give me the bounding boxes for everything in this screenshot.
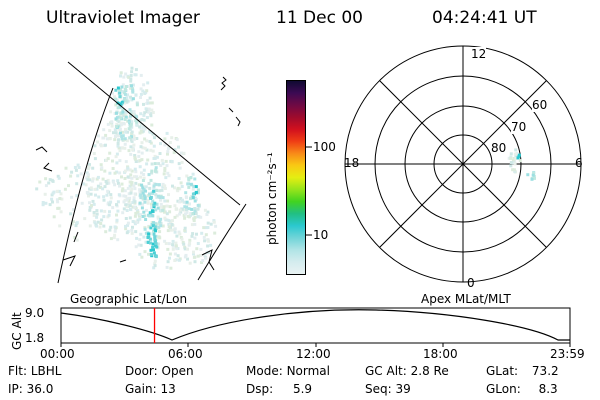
glat-value: 73.2 (531, 364, 559, 378)
timeline-x-tick-2: 12:00 (296, 347, 331, 361)
mode-info: Mode: Normal (246, 364, 330, 378)
altitude-curve (60, 309, 570, 341)
gain-value: 13 (160, 382, 176, 396)
timeline-y-axis-label: GC Alt (10, 312, 24, 350)
glat-info: GLat: 73.2 (486, 364, 559, 378)
mlt-label-0: 0 (467, 276, 475, 290)
glon-info: GLon: 8.3 (486, 382, 558, 396)
auroral-emission-pixels (35, 66, 218, 270)
instrument-title: Ultraviolet Imager (46, 8, 200, 28)
longitude-arc (197, 203, 247, 281)
dsp-info: Dsp: 5.9 (246, 382, 313, 396)
polar-diagonal-1 (379, 80, 547, 248)
mlt-label-18: 18 (344, 156, 360, 170)
ip-info: IP: 36.0 (8, 382, 54, 396)
mlt-label-6: 6 (575, 156, 583, 170)
polar-emission-pixels (507, 148, 536, 181)
door-value: Open (161, 364, 194, 378)
lat-label-80: 80 (491, 141, 507, 155)
timeline-frame (60, 307, 571, 344)
colorbar-units-label: photon cm⁻²s⁻¹ (265, 152, 279, 245)
lat-label-60: 60 (532, 98, 548, 112)
gain-info: Gain: 13 (125, 382, 176, 396)
dsp-value: 5.9 (292, 382, 313, 396)
gc-alt-info: GC Alt: 2.8 Re (365, 364, 449, 378)
colorbar (286, 80, 306, 275)
timeline-x-tick-0: 00:00 (40, 347, 75, 361)
latitude-arc (57, 87, 114, 284)
polar-ring-50 (344, 45, 582, 283)
coastline-fragments (35, 76, 241, 271)
time-label: 04:24:41 UT (432, 8, 537, 28)
longitude-line (67, 61, 241, 206)
filter-info: Flt: LBHL (8, 364, 62, 378)
seq-value: 39 (395, 382, 411, 396)
timeline-x-tick-4: 23:59 (550, 347, 585, 361)
polar-diagonal-2 (379, 80, 547, 248)
apex-label: Apex MLat/MLT (421, 292, 511, 306)
timeline-x-tick-1: 06:00 (168, 347, 203, 361)
date-label: 11 Dec 00 (276, 8, 363, 28)
ip-value: 36.0 (26, 382, 54, 396)
polar-ring-80 (433, 134, 493, 194)
timeline-y-tick-max: 9.0 (25, 306, 45, 320)
colorbar-tick-label-100: 100 (313, 140, 336, 154)
filter-value: LBHL (30, 364, 62, 378)
lat-label-70: 70 (511, 120, 527, 134)
seq-info: Seq: 39 (365, 382, 411, 396)
polar-ring-70 (404, 105, 522, 223)
polar-ring-60 (374, 75, 552, 253)
gc-alt-value: 2.8 Re (410, 364, 449, 378)
geographic-label: Geographic Lat/Lon (70, 292, 188, 306)
mlt-label-12: 12 (471, 47, 487, 61)
door-info: Door: Open (125, 364, 194, 378)
colorbar-tick-label-10: 10 (313, 228, 329, 242)
mode-value: Normal (286, 364, 330, 378)
timeline-y-tick-min: 1.8 (25, 331, 45, 345)
timeline-x-tick-3: 18:00 (423, 347, 458, 361)
glon-value: 8.3 (538, 382, 558, 396)
